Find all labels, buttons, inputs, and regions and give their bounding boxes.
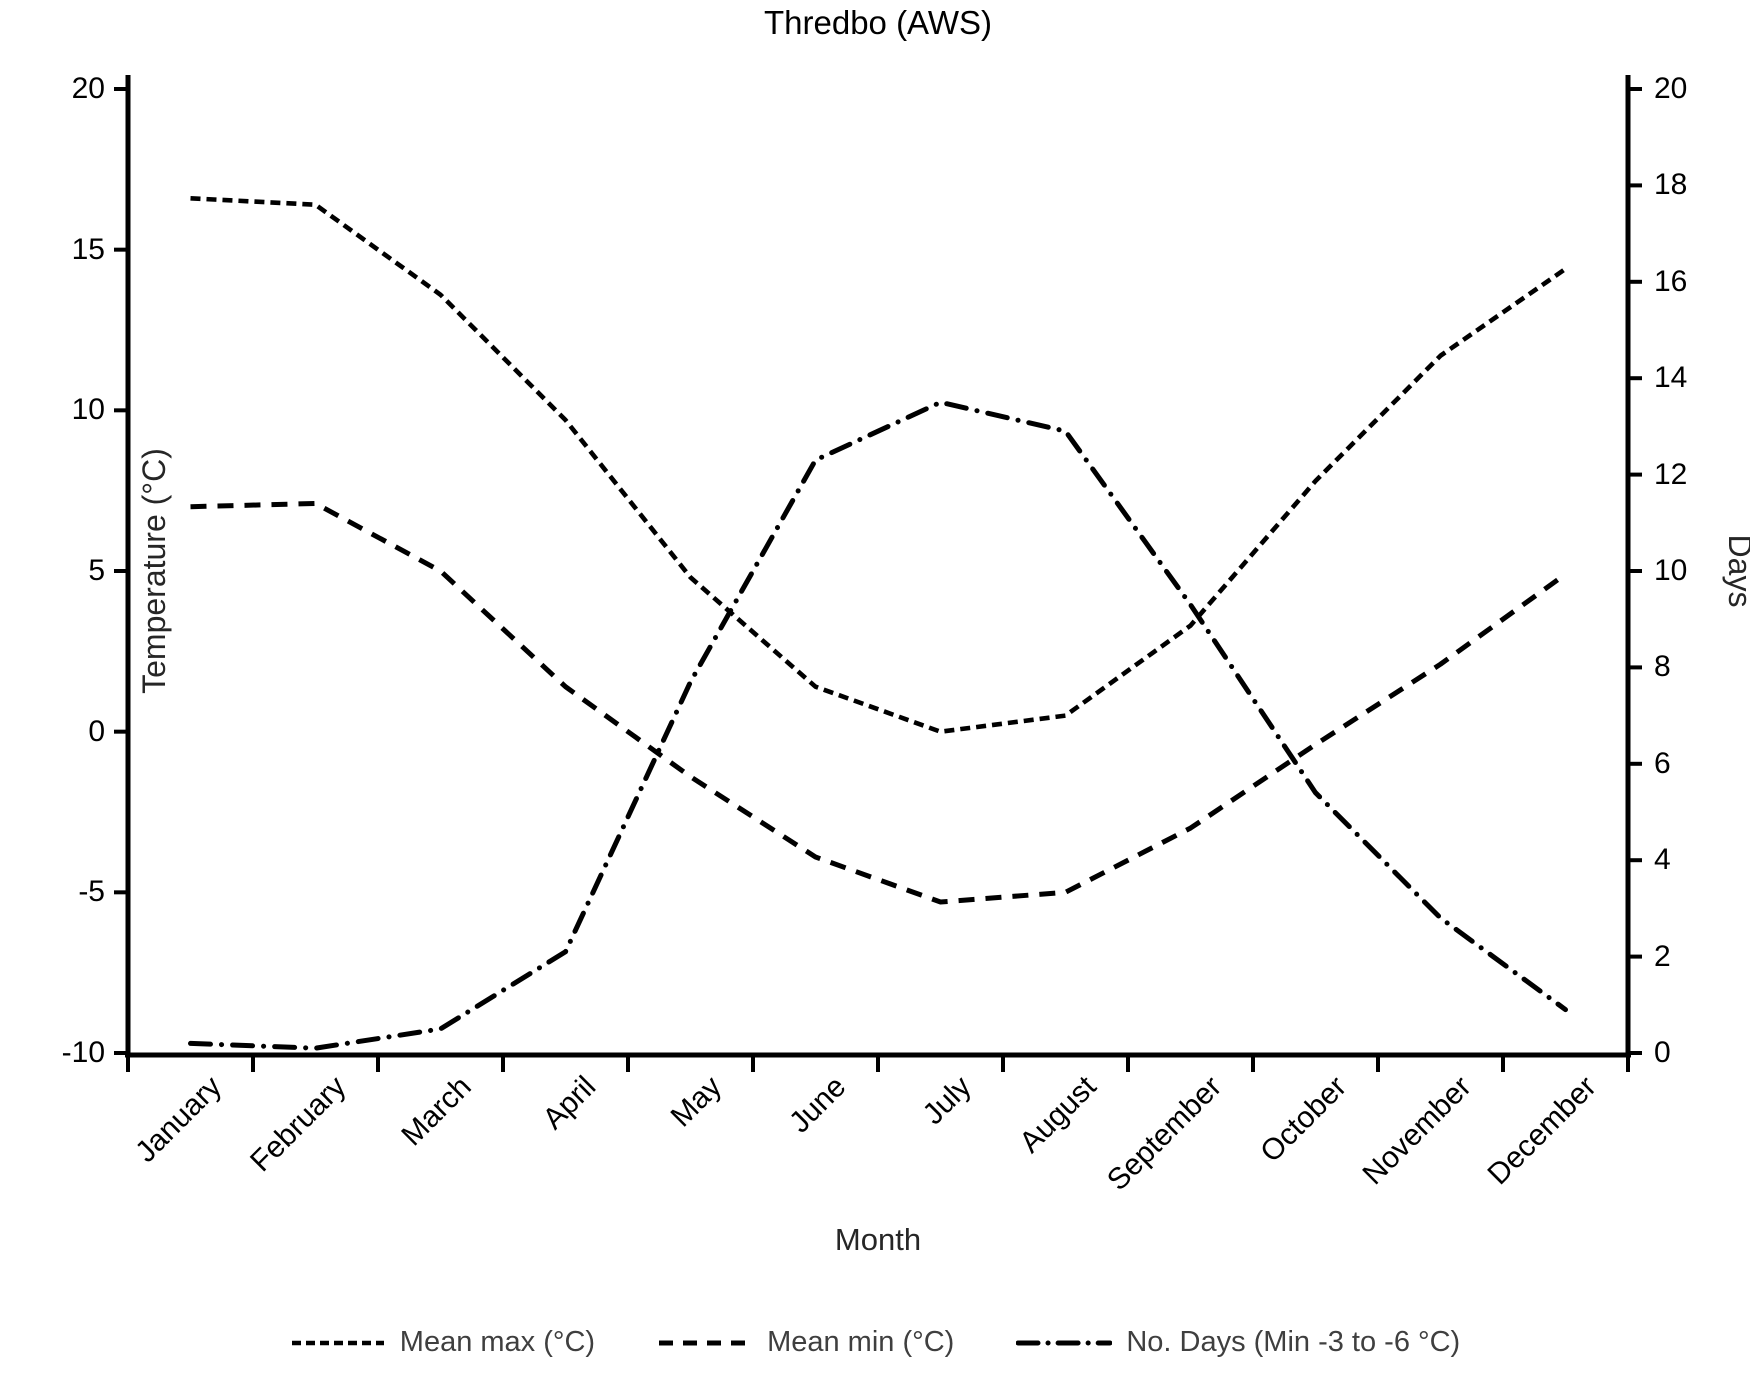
series-line-1 bbox=[190, 501, 1567, 905]
legend-item-0: Mean max (°C) bbox=[290, 1326, 595, 1359]
y-right-tick-label: 12 bbox=[1654, 457, 1688, 491]
y-right-tick-label: 16 bbox=[1654, 264, 1688, 298]
series-line-0 bbox=[190, 196, 1567, 735]
y-right-tick-label: 10 bbox=[1654, 554, 1688, 587]
y-left-tick-label: -10 bbox=[61, 1036, 105, 1069]
legend-label: Mean max (°C) bbox=[399, 1326, 596, 1358]
y-left-tick-label: 0 bbox=[88, 714, 105, 748]
y-right-tick-label: 2 bbox=[1654, 939, 1671, 973]
legend-line-sample bbox=[291, 1340, 384, 1345]
y-right-tick-label: 18 bbox=[1654, 168, 1688, 202]
y-axis-right-title: Days bbox=[1722, 534, 1750, 608]
y-right-tick-label: 4 bbox=[1654, 843, 1671, 877]
y-right-tick-label: 14 bbox=[1654, 361, 1688, 395]
y-right-tick-label: 20 bbox=[1654, 72, 1688, 105]
legend-item-2: No. Days (Min -3 to -6 °C) bbox=[1016, 1326, 1460, 1359]
legend-label: Mean min (°C) bbox=[767, 1326, 955, 1358]
y-left-tick-label: 10 bbox=[71, 393, 105, 427]
chart-title: Thredbo (AWS) bbox=[763, 4, 992, 41]
legend-item-1: Mean min (°C) bbox=[657, 1326, 954, 1359]
legend-label: No. Days (Min -3 to -6 °C) bbox=[1126, 1326, 1461, 1358]
y-left-tick-label: -5 bbox=[78, 875, 105, 909]
y-right-tick-label: 0 bbox=[1654, 1036, 1671, 1069]
y-right-tick-label: 6 bbox=[1654, 746, 1671, 780]
y-left-tick-label: 20 bbox=[71, 72, 105, 105]
x-axis-title: Month bbox=[834, 1222, 922, 1257]
series-line-2 bbox=[188, 399, 1568, 1051]
y-right-tick-label: 8 bbox=[1654, 650, 1671, 684]
legend-line-sample bbox=[1016, 1340, 1113, 1345]
y-axis-left-title: Temperature (°C) bbox=[136, 448, 172, 694]
legend-line-sample bbox=[659, 1340, 752, 1345]
y-left-tick-label: 5 bbox=[88, 554, 105, 587]
y-left-tick-label: 15 bbox=[71, 232, 105, 266]
legend: Mean max (°C) Mean min (°C) No. Days (Min … bbox=[0, 1326, 1750, 1359]
